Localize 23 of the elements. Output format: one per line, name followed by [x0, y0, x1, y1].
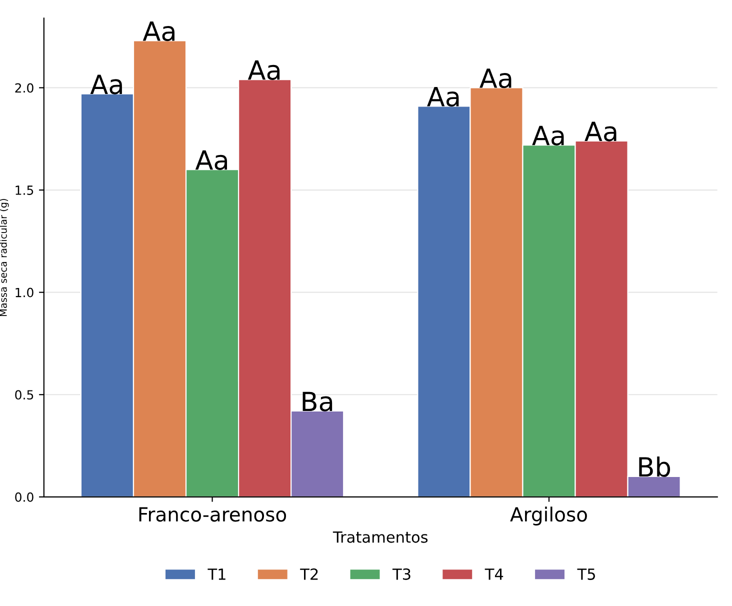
data-label: Bb — [639, 456, 670, 477]
data-label: Aa — [90, 74, 122, 94]
data-label: Aa — [248, 60, 280, 80]
y-tick-label: 2.0 — [15, 83, 34, 93]
x-axis-title: Tratamentos — [332, 531, 428, 543]
legend-label: T2 — [300, 568, 318, 580]
legend-label: T5 — [577, 568, 595, 580]
y-tick-label: 0.0 — [15, 492, 34, 502]
data-label: Aa — [584, 122, 616, 142]
data-label: Ba — [302, 392, 332, 412]
x-tick-label: Argiloso — [510, 506, 587, 526]
legend-label: T3 — [392, 568, 410, 580]
legend-label: T1 — [208, 568, 226, 580]
data-label: Aa — [142, 22, 174, 42]
y-tick-label: 1.5 — [16, 186, 34, 195]
x-tick-label: Franco-arenoso — [139, 507, 286, 522]
data-label: Aa — [480, 68, 512, 88]
data-label: Aa — [427, 86, 459, 107]
y-tick-label: 0.5 — [15, 390, 34, 400]
data-label: Aa — [195, 150, 227, 170]
data-label: Aa — [532, 126, 564, 146]
legend-label: T4 — [484, 568, 504, 580]
y-tick-label: 1.0 — [16, 288, 34, 298]
